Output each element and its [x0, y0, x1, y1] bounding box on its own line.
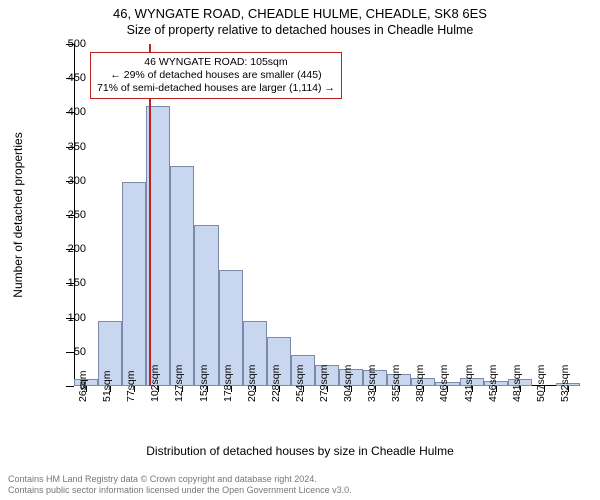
- chart-title-address: 46, WYNGATE ROAD, CHEADLE HULME, CHEADLE…: [0, 6, 600, 21]
- annotation-line-3: 71% of semi-detached houses are larger (…: [97, 82, 335, 95]
- footer-attribution: Contains HM Land Registry data © Crown c…: [8, 474, 352, 497]
- y-tick-label: 250: [46, 209, 86, 221]
- y-tick-label: 50: [46, 346, 86, 358]
- annotation-box: 46 WYNGATE ROAD: 105sqm ← 29% of detache…: [90, 52, 342, 99]
- y-tick-label: 300: [46, 175, 86, 187]
- histogram-bar: [170, 166, 194, 386]
- y-axis-label: Number of detached properties: [11, 132, 25, 297]
- footer-line-1: Contains HM Land Registry data © Crown c…: [8, 474, 352, 485]
- y-tick-label: 350: [46, 141, 86, 153]
- y-tick-label: 200: [46, 243, 86, 255]
- histogram-bar: [194, 225, 218, 386]
- annotation-line-1: 46 WYNGATE ROAD: 105sqm: [97, 56, 335, 69]
- x-axis-label: Distribution of detached houses by size …: [0, 444, 600, 458]
- y-tick-label: 500: [46, 38, 86, 50]
- footer-line-2: Contains public sector information licen…: [8, 485, 352, 496]
- y-tick-label: 400: [46, 106, 86, 118]
- y-tick-label: 100: [46, 312, 86, 324]
- histogram-bar: [122, 182, 146, 386]
- chart-title-sub: Size of property relative to detached ho…: [0, 23, 600, 37]
- y-tick-label: 450: [46, 72, 86, 84]
- y-tick-label: 150: [46, 277, 86, 289]
- annotation-line-2: ← 29% of detached houses are smaller (44…: [97, 69, 335, 82]
